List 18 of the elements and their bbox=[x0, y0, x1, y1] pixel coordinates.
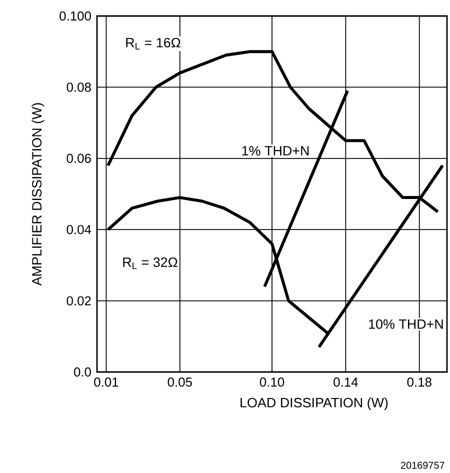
x-tick-label: 0.14 bbox=[334, 378, 358, 387]
y-tick-label: 0.04 bbox=[66, 225, 92, 234]
series-label: 1% THD+N bbox=[242, 146, 309, 156]
x-tick-label: 0.01 bbox=[94, 378, 118, 387]
text: R$_{L}$ = 32Ω bbox=[123, 257, 178, 270]
y-tick-label: 0.0 bbox=[74, 367, 91, 377]
y-tick-label: 0.100 bbox=[60, 11, 91, 21]
text: 20169757 bbox=[400, 462, 444, 469]
y-tick-label: 0.02 bbox=[66, 296, 91, 306]
y-tick-label: 0.06 bbox=[66, 154, 91, 163]
y-tick-label: 0.08 bbox=[66, 82, 91, 92]
x-tick-label: 0.10 bbox=[260, 378, 284, 387]
series-label: 10% THD+N bbox=[369, 319, 443, 329]
x-tick-label: 0.18 bbox=[407, 378, 432, 387]
x-tick-label: 0.05 bbox=[168, 378, 192, 387]
series-label: R$_{L}$ = 16Ω bbox=[126, 38, 180, 50]
x-axis-title: LOAD DISSIPATION (W) bbox=[240, 398, 388, 410]
y-axis-title: AMPLIFIER DISSIPATION (W) bbox=[32, 103, 44, 286]
